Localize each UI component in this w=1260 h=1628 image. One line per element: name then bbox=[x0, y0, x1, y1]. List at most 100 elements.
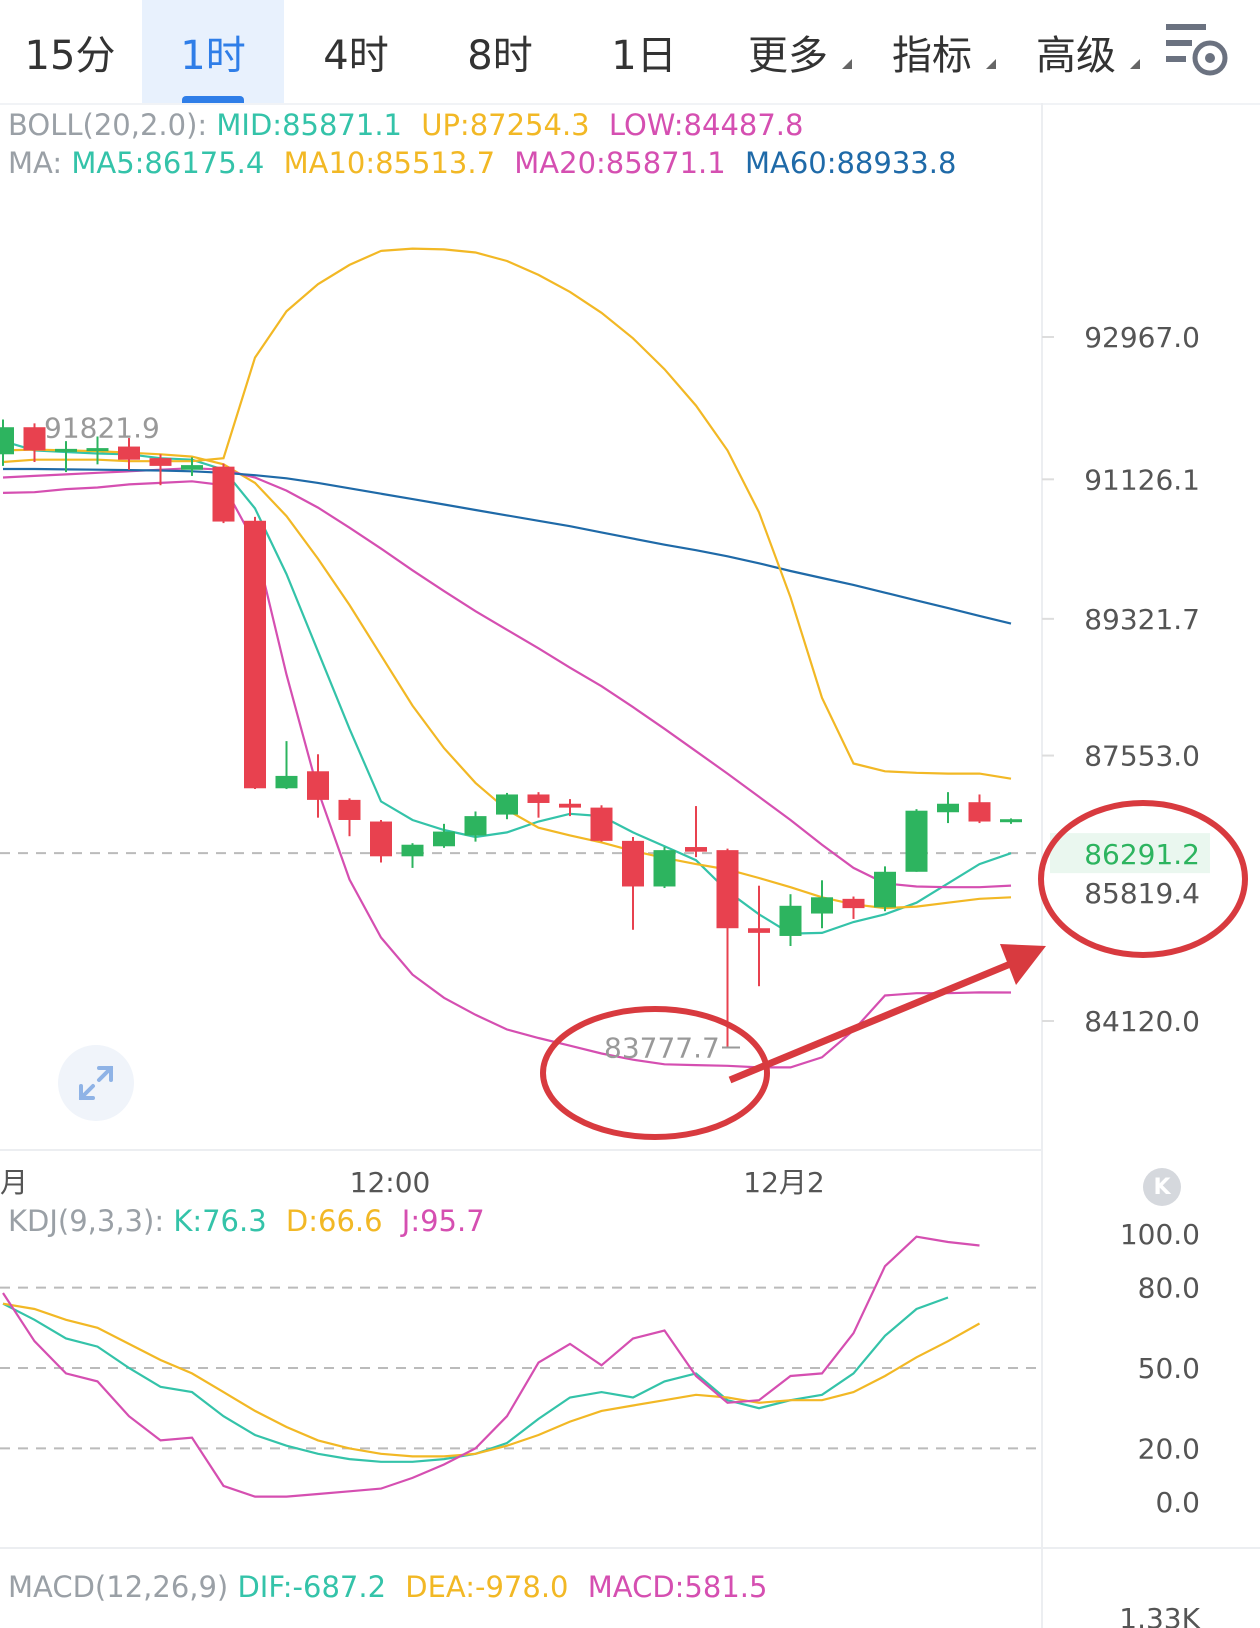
timeframe-tabs: 15分 1时 4时 8时 1日 更多 指标 高级 bbox=[0, 0, 1260, 105]
dropdown-icon bbox=[842, 59, 852, 69]
price-tick-label: 89321.7 bbox=[1084, 603, 1200, 636]
tab-7[interactable]: 高级 bbox=[1004, 0, 1148, 103]
candle-body bbox=[307, 771, 329, 800]
kdj-tick-label: 0.0 bbox=[1155, 1486, 1200, 1519]
tab-label: 1时 bbox=[180, 32, 246, 79]
candle-body bbox=[23, 427, 46, 451]
tab-2[interactable]: 4时 bbox=[284, 0, 428, 103]
trend-arrow-head bbox=[1000, 944, 1046, 985]
candle-body bbox=[748, 928, 770, 933]
candle-body bbox=[55, 448, 77, 452]
kdj-line-k bbox=[2, 1296, 949, 1463]
price-highlight-circle bbox=[1038, 800, 1248, 958]
candle-body bbox=[685, 847, 707, 852]
tab-label: 1日 bbox=[611, 32, 677, 79]
boll-up: UP:87254.3 bbox=[421, 108, 590, 142]
candle-body bbox=[1000, 819, 1022, 823]
kdj-prefix: KDJ(9,3,3): bbox=[8, 1204, 165, 1238]
current-price-label: 86291.2 bbox=[1084, 838, 1200, 871]
line-ma10 bbox=[2, 448, 1012, 910]
expand-icon bbox=[79, 1066, 113, 1100]
k-badge[interactable]: K bbox=[1143, 1168, 1181, 1206]
tab-4[interactable]: 1日 bbox=[572, 0, 716, 103]
tab-1[interactable]: 1时 bbox=[142, 0, 284, 103]
candle-body bbox=[433, 831, 455, 847]
boll-mid: MID:85871.1 bbox=[216, 108, 402, 142]
candle-body bbox=[86, 448, 109, 452]
time-axis-label: 12:00 bbox=[350, 1166, 431, 1199]
candle-body bbox=[181, 465, 203, 470]
tab-label: 4时 bbox=[323, 32, 389, 79]
candle-body bbox=[937, 803, 959, 813]
candle-body bbox=[212, 466, 235, 522]
ma-legend: MA: MA5:86175.4 MA10:85513.7 MA20:85871.… bbox=[8, 146, 966, 180]
price-tick-label: 91126.1 bbox=[1084, 463, 1200, 496]
dropdown-icon bbox=[986, 59, 996, 69]
candle-body bbox=[716, 850, 739, 929]
tab-label: 8时 bbox=[467, 32, 533, 79]
candle-body bbox=[464, 816, 487, 836]
macd-dea: DEA:-978.0 bbox=[405, 1570, 569, 1604]
line-ma20 bbox=[2, 467, 1012, 889]
time-axis-label: 12月2 bbox=[743, 1166, 824, 1199]
time-axis-label: 月 bbox=[0, 1166, 28, 1199]
macd-tick-label: 1.33K bbox=[1119, 1602, 1200, 1628]
candle-body bbox=[527, 794, 550, 803]
kdj-tick-label: 100.0 bbox=[1120, 1218, 1200, 1251]
low-annotation: 83777.7 bbox=[604, 1031, 720, 1064]
tab-label: 15分 bbox=[24, 32, 116, 79]
ma5-value: MA5:86175.4 bbox=[71, 146, 265, 180]
candle-body bbox=[653, 850, 676, 887]
candle-body bbox=[401, 844, 424, 857]
high-annotation: 91821.9 bbox=[44, 412, 160, 445]
candle-body bbox=[811, 897, 833, 914]
tab-3[interactable]: 8时 bbox=[428, 0, 572, 103]
kdj-line-j bbox=[2, 1235, 980, 1498]
candle-body bbox=[370, 821, 392, 857]
candle-body bbox=[275, 775, 298, 789]
kdj-tick-label: 20.0 bbox=[1138, 1432, 1200, 1465]
trend-arrow-shaft bbox=[728, 956, 1022, 1084]
boll-legend: BOLL(20,2.0): MID:85871.1 UP:87254.3 LOW… bbox=[8, 108, 813, 142]
chart-settings-icon[interactable] bbox=[1166, 22, 1230, 78]
candle-body bbox=[905, 810, 928, 872]
price-tick-label: 87553.0 bbox=[1084, 740, 1200, 773]
macd-legend: MACD(12,26,9) DIF:-687.2 DEA:-978.0 MACD… bbox=[8, 1570, 777, 1604]
kdj-j: J:95.7 bbox=[401, 1204, 485, 1238]
candle-body bbox=[590, 807, 613, 841]
candle-body bbox=[968, 802, 991, 822]
macd-prefix: MACD(12,26,9) bbox=[8, 1570, 229, 1604]
price-tick-label: 92967.0 bbox=[1084, 321, 1200, 354]
candle-body bbox=[149, 458, 172, 466]
kdj-tick-label: 50.0 bbox=[1138, 1352, 1200, 1385]
kdj-k: K:76.3 bbox=[173, 1204, 267, 1238]
tab-label: 高级 bbox=[1036, 32, 1116, 79]
kdj-line-d bbox=[2, 1302, 981, 1458]
ma10-value: MA10:85513.7 bbox=[283, 146, 496, 180]
current-price-bg bbox=[1050, 833, 1210, 874]
line-boll-low bbox=[2, 480, 1012, 1069]
kdj-tick-label: 80.0 bbox=[1138, 1272, 1200, 1305]
ma20-value: MA20:85871.1 bbox=[514, 146, 726, 180]
kdj-legend: KDJ(9,3,3): K:76.3 D:66.6 J:95.7 bbox=[8, 1204, 495, 1238]
tab-0[interactable]: 15分 bbox=[0, 0, 140, 103]
boll-low: LOW:84487.8 bbox=[608, 108, 804, 142]
candle-body bbox=[118, 446, 140, 460]
line-ma60 bbox=[3, 467, 1012, 625]
tab-5[interactable]: 更多 bbox=[716, 0, 860, 103]
expand-button[interactable] bbox=[58, 1045, 134, 1121]
active-tab-indicator bbox=[182, 96, 244, 103]
candle-body bbox=[0, 427, 14, 455]
candle-body bbox=[338, 799, 361, 820]
tab-6[interactable]: 指标 bbox=[860, 0, 1004, 103]
candle-body bbox=[559, 803, 581, 808]
candle-body bbox=[874, 871, 896, 908]
candle-body bbox=[622, 840, 644, 887]
line-boll-up bbox=[2, 247, 1012, 780]
candle-body bbox=[244, 520, 266, 789]
candle-body bbox=[779, 905, 802, 936]
tab-label: 更多 bbox=[748, 32, 828, 79]
candle-body bbox=[496, 794, 518, 815]
macd-value: MACD:581.5 bbox=[587, 1570, 768, 1604]
